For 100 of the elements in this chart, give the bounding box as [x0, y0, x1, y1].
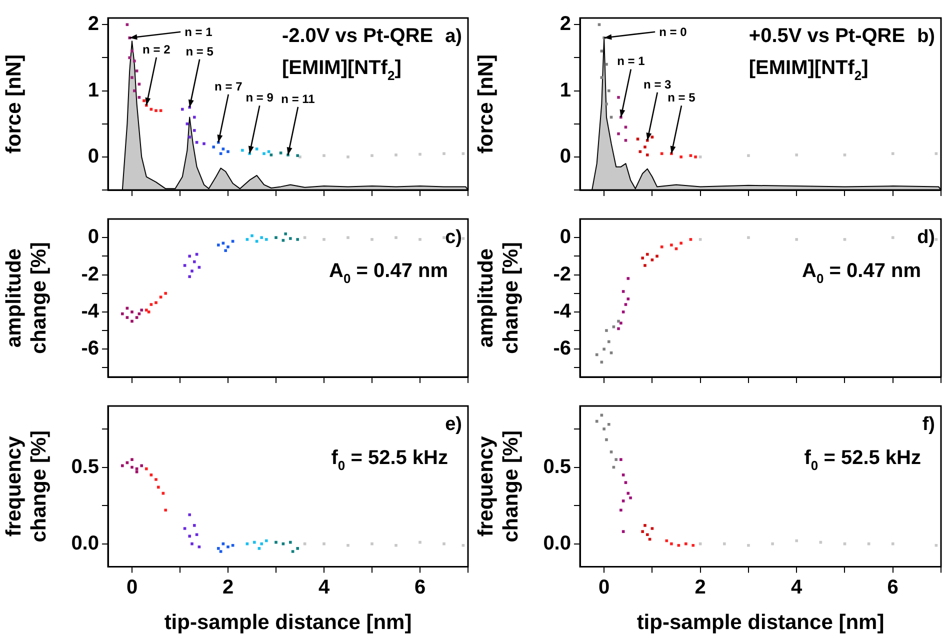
annotation: n = 11 — [281, 92, 316, 106]
point — [636, 138, 640, 140]
point — [843, 238, 846, 241]
point — [692, 544, 695, 547]
x-tick-label: 4 — [318, 576, 330, 598]
point — [605, 329, 608, 332]
point — [154, 109, 158, 112]
point — [622, 310, 625, 314]
x-tick-label: 2 — [222, 576, 234, 598]
point — [291, 550, 294, 553]
point — [156, 486, 160, 489]
point — [622, 500, 625, 502]
point — [135, 316, 138, 319]
point — [150, 303, 153, 306]
annotation: n = 3 — [644, 77, 672, 92]
point — [418, 238, 422, 241]
y-tick-label: 0 — [560, 145, 571, 168]
point — [126, 23, 129, 26]
point — [288, 540, 292, 544]
point — [142, 99, 146, 102]
point — [186, 122, 189, 126]
point — [216, 244, 220, 246]
y-tick-label: -4 — [81, 300, 100, 322]
point — [605, 102, 608, 106]
point — [622, 530, 625, 533]
point — [346, 236, 350, 240]
point — [240, 148, 244, 152]
point — [180, 108, 184, 111]
point — [670, 244, 673, 246]
y-tick-label: -2 — [81, 263, 99, 286]
annotation: n = 1 — [184, 24, 213, 39]
point — [130, 458, 134, 462]
point — [624, 138, 628, 142]
point — [442, 236, 446, 240]
point — [188, 534, 192, 538]
point — [154, 478, 158, 481]
y-tick-label: 0.5 — [71, 456, 99, 478]
point — [164, 508, 168, 512]
y-tick-label: 2 — [88, 13, 99, 36]
point — [202, 142, 206, 146]
point — [322, 238, 326, 241]
point — [624, 481, 628, 484]
chart-title: d) — [917, 227, 936, 248]
point — [595, 420, 598, 423]
point — [617, 320, 620, 323]
point — [607, 340, 610, 344]
point — [698, 156, 702, 158]
point — [624, 126, 628, 129]
point — [626, 492, 630, 495]
point — [620, 508, 622, 512]
point — [689, 154, 692, 158]
chart-title: f) — [922, 414, 935, 435]
point — [140, 464, 144, 468]
y-axis-title: frequency change [%] — [474, 430, 523, 542]
point — [610, 450, 613, 454]
point — [394, 544, 398, 547]
annotation: -2.0V vs Pt-QRE — [282, 25, 434, 47]
point — [646, 533, 649, 536]
point — [219, 152, 222, 156]
point — [442, 152, 446, 156]
point — [144, 467, 148, 470]
point — [600, 360, 604, 364]
point — [195, 533, 198, 536]
point — [689, 238, 692, 241]
point — [282, 238, 285, 242]
point — [258, 547, 261, 550]
point — [891, 236, 894, 240]
point — [264, 539, 268, 542]
annotation: n = 9 — [246, 90, 274, 105]
annotation: n = 5 — [186, 44, 214, 58]
point — [660, 152, 664, 156]
point — [198, 545, 201, 548]
point — [771, 542, 774, 546]
point — [288, 237, 292, 240]
point — [626, 277, 630, 280]
point — [138, 82, 141, 86]
point — [795, 238, 798, 241]
point — [138, 96, 141, 99]
point — [607, 422, 610, 426]
point — [747, 544, 750, 547]
point — [226, 245, 230, 248]
point — [646, 154, 649, 156]
point — [418, 152, 422, 156]
point — [605, 438, 608, 442]
point — [891, 542, 894, 546]
point — [188, 254, 192, 258]
point — [462, 237, 465, 240]
point — [934, 238, 938, 241]
point — [600, 414, 604, 417]
point — [140, 308, 144, 312]
point — [231, 544, 234, 547]
x-tick-label: 6 — [887, 576, 898, 598]
y-tick-label: 1 — [88, 79, 99, 102]
point — [622, 290, 625, 293]
x-tick-label: 2 — [694, 576, 706, 598]
annotation: n = 1 — [617, 54, 646, 68]
point — [120, 312, 124, 316]
y-tick-label: 0.5 — [543, 456, 571, 478]
point — [665, 539, 668, 542]
y-tick-label: -2 — [553, 263, 571, 286]
